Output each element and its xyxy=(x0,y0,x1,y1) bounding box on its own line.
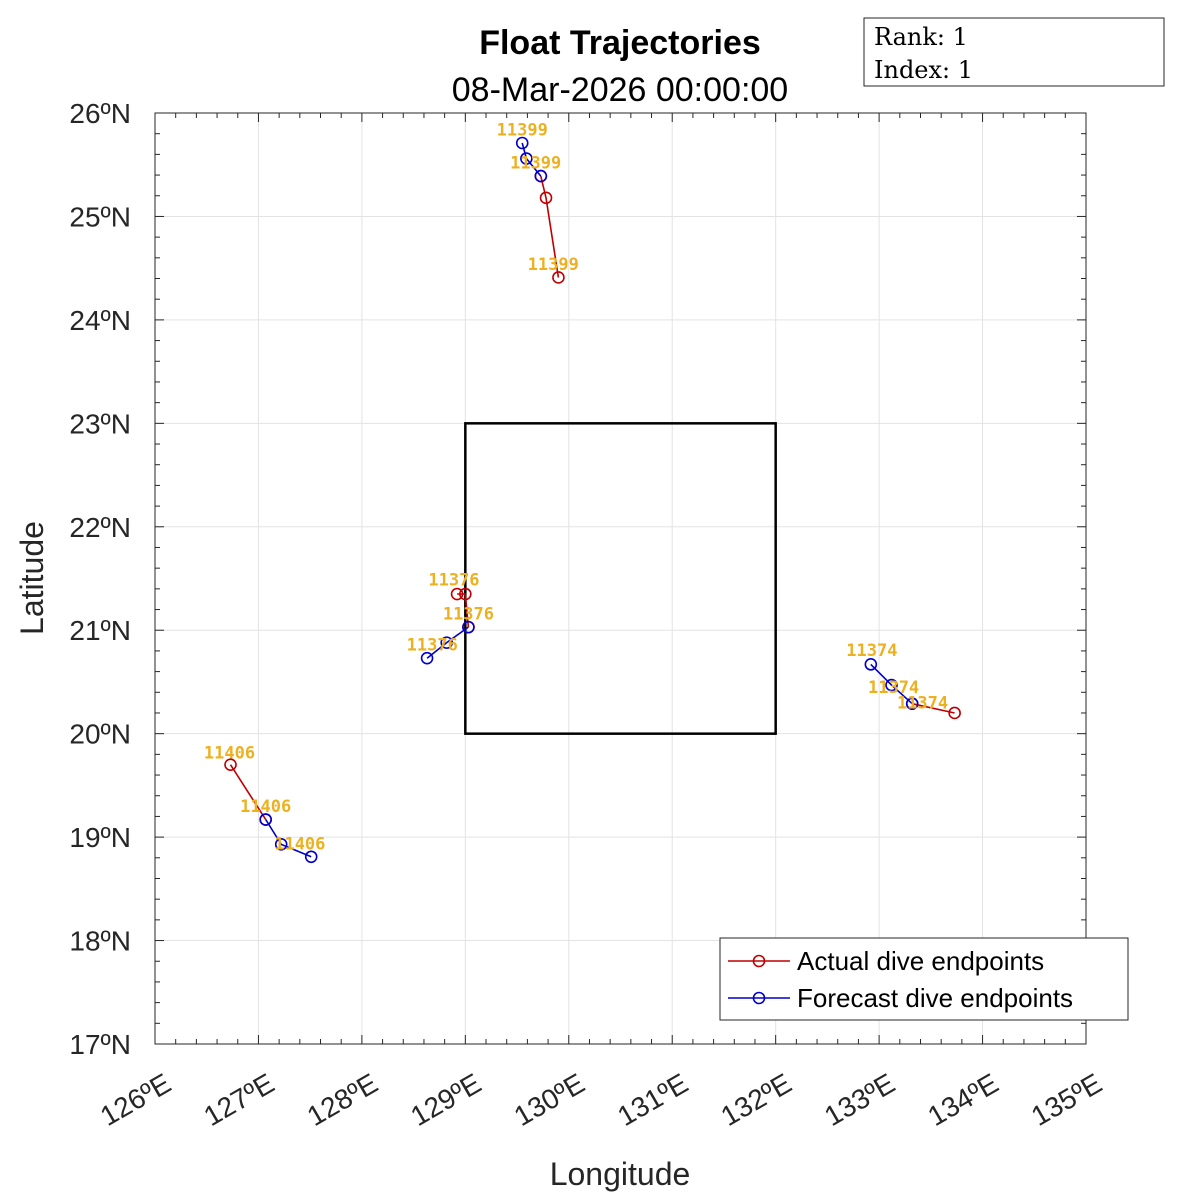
float-label-11399: 11399 xyxy=(528,255,579,275)
dive-endpoint-marker-11376 xyxy=(450,587,464,601)
track-line-11399 xyxy=(540,175,560,278)
legend-frame xyxy=(719,937,1129,1021)
dive-endpoint-marker-11399 xyxy=(515,136,529,150)
chart-title: Float Trajectories xyxy=(479,24,761,62)
float-label-11376: 11376 xyxy=(428,571,479,591)
float-label-11374: 11374 xyxy=(897,694,948,714)
legend-marker-actual xyxy=(752,954,766,968)
float-label-11376: 11376 xyxy=(407,636,458,656)
chart-subtitle: 08-Mar-2026 00:00:00 xyxy=(452,71,788,109)
float-label-11399: 11399 xyxy=(497,121,548,141)
dive-endpoint-marker-11406 xyxy=(304,850,318,864)
float-label-11406: 11406 xyxy=(240,797,291,817)
y-tick-label: 26ºN xyxy=(69,98,131,129)
series-forecast-dive-endpoints xyxy=(259,136,919,864)
dive-endpoint-marker-11399 xyxy=(552,271,565,284)
float-label-11374: 11374 xyxy=(868,678,919,698)
legend-label-forecast: Forecast dive endpoints xyxy=(797,983,1073,1013)
y-tick-label: 18ºN xyxy=(69,926,131,957)
info-box: Rank: 1 Index: 1 xyxy=(863,17,1165,87)
dive-endpoint-marker-11374 xyxy=(864,658,878,671)
dive-endpoint-marker-11399 xyxy=(520,152,533,165)
y-axis-label: Latitude xyxy=(14,521,50,635)
y-tick-label: 23ºN xyxy=(69,408,131,439)
y-tick-label: 25ºN xyxy=(69,201,131,232)
y-tick-label: 22ºN xyxy=(69,512,131,543)
track-line-11374 xyxy=(870,663,913,705)
track-line-11374 xyxy=(912,702,955,714)
legend-label-actual: Actual dive endpoints xyxy=(797,946,1044,976)
target-box xyxy=(464,422,777,735)
legend: Actual dive endpoints Forecast dive endp… xyxy=(719,937,1129,1021)
dive-endpoint-marker-11406 xyxy=(274,838,288,851)
float-label-11374: 11374 xyxy=(846,641,897,661)
dive-endpoint-marker-11399 xyxy=(534,169,548,183)
y-tick-label: 24ºN xyxy=(69,305,131,336)
dive-endpoint-marker-11376 xyxy=(459,587,472,601)
y-tick-labels: 17ºN 18ºN 19ºN 20ºN 21ºN 22ºN 23ºN 24ºN 25ºN 26ºN xyxy=(69,98,131,1060)
track-line-11406 xyxy=(265,819,312,858)
y-tick-label: 20ºN xyxy=(69,719,131,750)
y-tick-label: 21ºN xyxy=(69,615,131,646)
dive-endpoint-marker-11374 xyxy=(885,678,898,692)
float-label-11406: 11406 xyxy=(204,743,255,763)
dive-endpoint-marker-11376 xyxy=(440,636,454,649)
dive-endpoint-marker-11376 xyxy=(462,620,475,634)
info-rank: Rank: 1 xyxy=(874,23,968,51)
dive-endpoint-marker-11374 xyxy=(905,697,919,710)
float-label-11399: 11399 xyxy=(510,154,561,174)
legend-marker-forecast xyxy=(752,991,766,1005)
trajectory-series xyxy=(224,136,961,864)
dive-endpoint-marker-11376 xyxy=(420,651,434,665)
float-label-11376: 11376 xyxy=(443,605,494,625)
track-line-11376 xyxy=(426,626,469,659)
info-index: Index: 1 xyxy=(874,56,973,84)
dive-endpoint-marker-11406 xyxy=(224,758,237,772)
x-axis-label: Longitude xyxy=(550,1156,691,1192)
target-region xyxy=(464,422,777,735)
y-tick-label: 17ºN xyxy=(69,1029,131,1060)
dive-endpoint-marker-11374 xyxy=(948,706,961,720)
plot-area-frame xyxy=(154,112,1087,1045)
dive-endpoint-marker-11406 xyxy=(259,813,272,826)
y-tick-label: 19ºN xyxy=(69,822,131,853)
info-box-frame xyxy=(863,17,1165,87)
float-label-11406: 11406 xyxy=(274,834,325,854)
dive-endpoint-marker-11399 xyxy=(539,191,553,205)
track-line-11406 xyxy=(229,764,267,820)
minor-ticks xyxy=(155,113,1086,1044)
